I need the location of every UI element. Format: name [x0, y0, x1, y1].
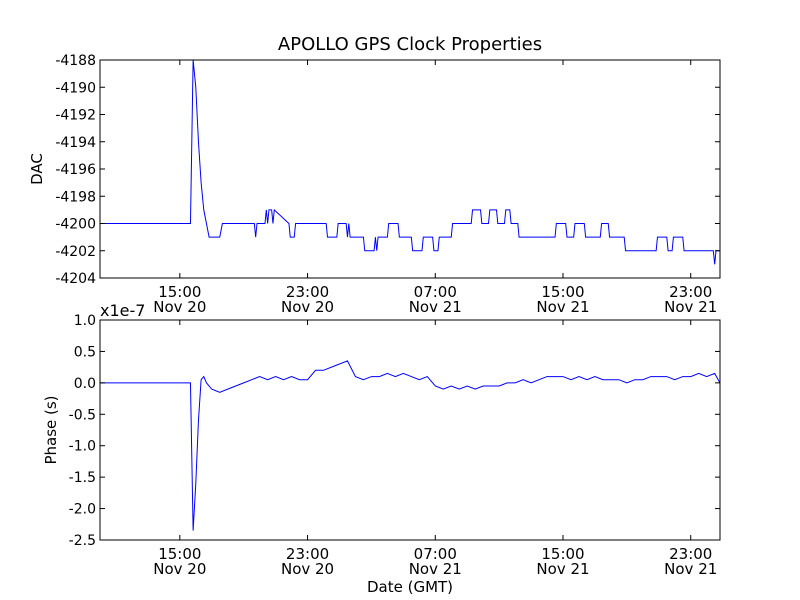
x-axis-label: Date (GMT)	[367, 578, 453, 596]
x-tick-label: 23:00	[669, 545, 712, 563]
x-tick-label: Nov 20	[153, 298, 206, 316]
y-tick-label: -4204	[55, 271, 96, 287]
y-tick-label: -1.0	[69, 439, 96, 455]
y-tick-label: -4196	[55, 162, 96, 178]
y-tick-label: 0.0	[74, 376, 96, 392]
x-tick-label: 15:00	[541, 545, 584, 563]
dac-y-axis-label: DAC	[28, 153, 46, 185]
x-tick-label: Nov 21	[664, 560, 717, 578]
x-tick-label: 15:00	[158, 545, 201, 563]
y-tick-label: -4200	[55, 217, 96, 233]
x-tick-label: 23:00	[286, 545, 329, 563]
y-tick-label: 0.5	[74, 344, 96, 360]
y-tick-label: -4188	[55, 53, 96, 69]
phase-series-line	[100, 360, 720, 531]
x-tick-label: 15:00	[541, 283, 584, 301]
phase-y-axis-label: Phase (s)	[42, 395, 60, 464]
y-tick-label: -2.0	[69, 502, 96, 518]
offset-label: x1e-7	[100, 301, 145, 320]
x-tick-label: Nov 21	[664, 298, 717, 316]
x-tick-label: 23:00	[286, 283, 329, 301]
x-tick-label: Nov 20	[281, 560, 334, 578]
x-tick-label: 07:00	[414, 283, 457, 301]
x-tick-label: Nov 21	[409, 298, 462, 316]
x-tick-label: Nov 21	[409, 560, 462, 578]
y-tick-label: 1.0	[74, 313, 96, 329]
y-tick-label: -4192	[55, 108, 96, 124]
x-tick-label: Nov 20	[281, 298, 334, 316]
y-tick-label: -4194	[55, 135, 96, 151]
x-tick-label: Nov 20	[153, 560, 206, 578]
y-tick-label: -0.5	[69, 407, 96, 423]
x-tick-label: Nov 21	[536, 560, 589, 578]
y-tick-label: -1.5	[69, 470, 96, 486]
dac-series-line	[100, 60, 720, 265]
x-tick-label: 15:00	[158, 283, 201, 301]
chart-title: APOLLO GPS Clock Properties	[278, 34, 542, 55]
x-tick-label: Nov 21	[536, 298, 589, 316]
x-tick-label: 07:00	[414, 545, 457, 563]
y-tick-label: -4190	[55, 80, 96, 96]
y-tick-label: -4202	[55, 244, 96, 260]
x-tick-label: 23:00	[669, 283, 712, 301]
y-tick-label: -2.5	[69, 533, 96, 549]
phase-plot-frame	[99, 319, 721, 541]
dac-axes: -4188 -4190 -4192 -4194 -4196 -4198 -4200 -4202…	[28, 53, 721, 316]
y-tick-label: -4198	[55, 189, 96, 205]
